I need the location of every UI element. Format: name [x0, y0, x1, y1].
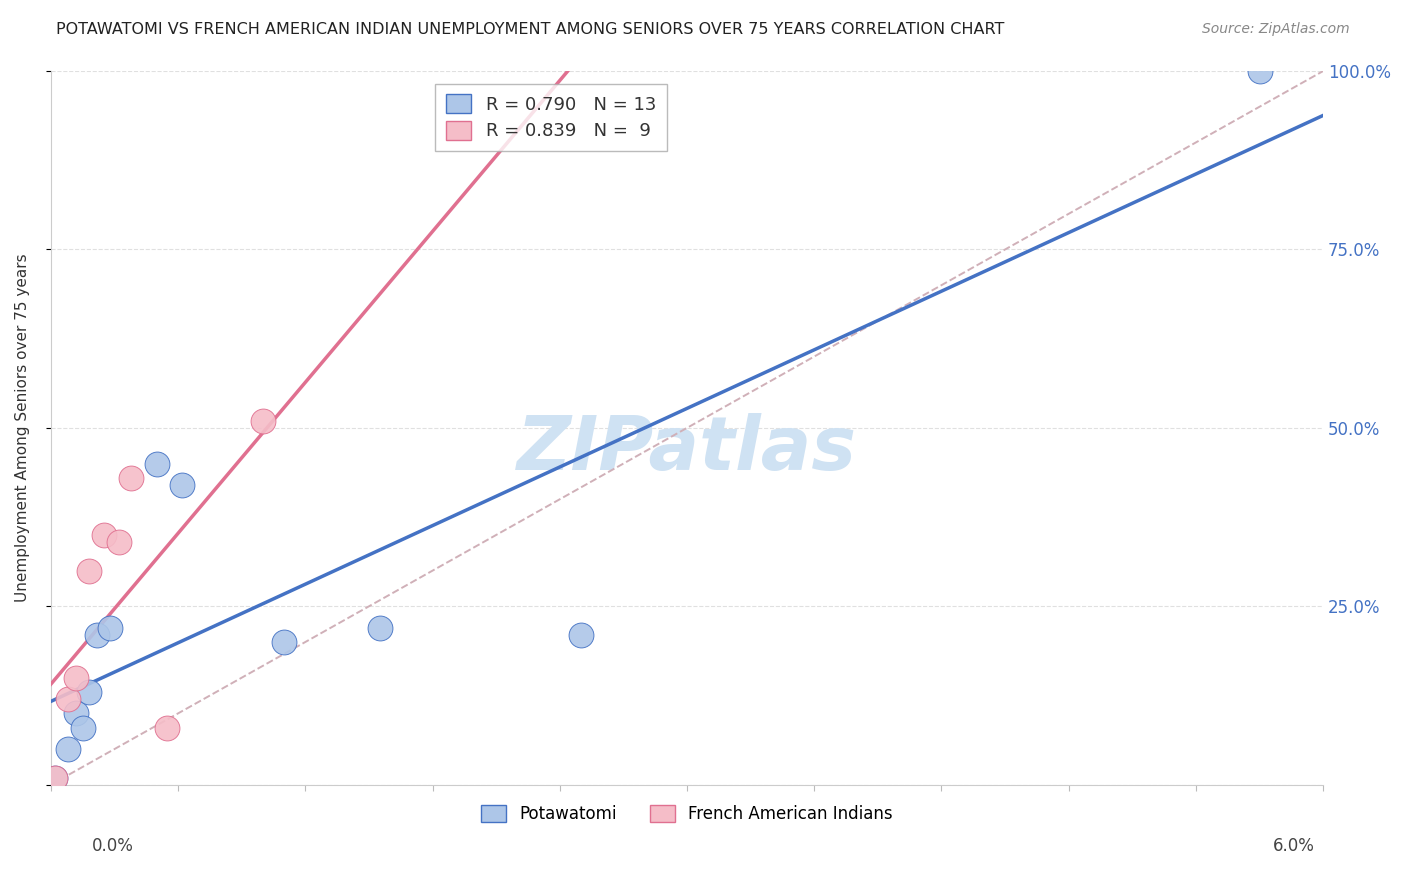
Point [77, 564, 100, 578]
Point [120, 471, 142, 485]
Text: 0.0%: 0.0% [91, 837, 134, 855]
Text: POTAWATOMI VS FRENCH AMERICAN INDIAN UNEMPLOYMENT AMONG SENIORS OVER 75 YEARS CO: POTAWATOMI VS FRENCH AMERICAN INDIAN UNE… [56, 22, 1005, 37]
Point [172, 478, 194, 492]
Legend: Potawatomi, French American Indians: Potawatomi, French American Indians [474, 798, 900, 830]
Point [72, 721, 94, 735]
Point [368, 621, 391, 635]
Point [146, 457, 169, 471]
Point [44, 771, 66, 785]
Point [569, 628, 592, 642]
Text: ZIPatlas: ZIPatlas [517, 413, 858, 486]
Point [1249, 64, 1271, 78]
Point [44, 771, 66, 785]
Point [107, 535, 129, 549]
Point [77, 685, 100, 699]
Text: 6.0%: 6.0% [1272, 837, 1315, 855]
Point [93, 528, 115, 542]
Point [252, 414, 274, 428]
Point [56, 692, 79, 706]
Point [156, 721, 179, 735]
Point [273, 635, 295, 649]
Point [86, 628, 108, 642]
Point [65, 671, 87, 685]
Point [65, 706, 87, 721]
Y-axis label: Unemployment Among Seniors over 75 years: Unemployment Among Seniors over 75 years [15, 253, 30, 602]
Point [98, 621, 121, 635]
Text: Source: ZipAtlas.com: Source: ZipAtlas.com [1202, 22, 1350, 37]
Point [56, 742, 79, 756]
